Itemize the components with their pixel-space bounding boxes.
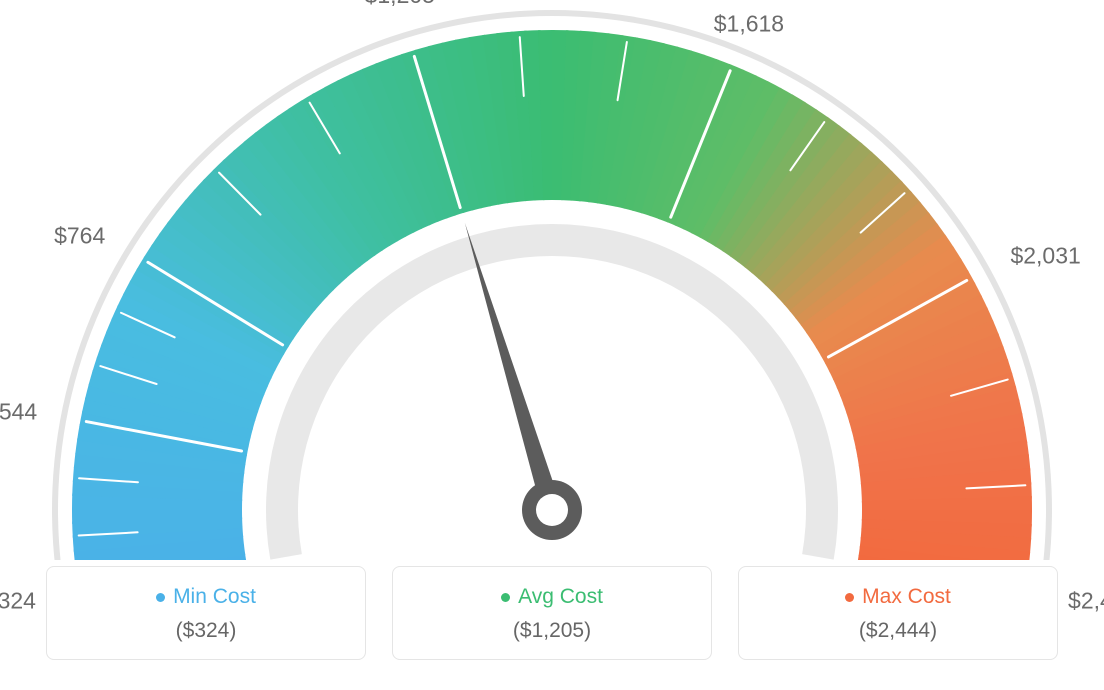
gauge-needle xyxy=(465,223,582,540)
legend-card-min: Min Cost ($324) xyxy=(46,566,366,660)
legend-card-max: Max Cost ($2,444) xyxy=(738,566,1058,660)
legend-value-min: ($324) xyxy=(57,619,355,643)
gauge-svg xyxy=(0,0,1104,560)
tick-label: $2,031 xyxy=(1010,243,1080,270)
legend-title-avg: Avg Cost xyxy=(501,585,603,609)
legend-row: Min Cost ($324) Avg Cost ($1,205) Max Cost ($… xyxy=(0,566,1104,660)
tick-label: $764 xyxy=(54,223,105,250)
legend-dot-icon xyxy=(501,593,510,602)
legend-value-avg: ($1,205) xyxy=(403,619,701,643)
legend-title-min: Min Cost xyxy=(156,585,256,609)
legend-title-text: Min Cost xyxy=(173,585,256,609)
legend-dot-icon xyxy=(156,593,165,602)
legend-title-max: Max Cost xyxy=(845,585,951,609)
legend-dot-icon xyxy=(845,593,854,602)
legend-title-text: Avg Cost xyxy=(518,585,603,609)
cost-gauge: $324$544$764$1,205$1,618$2,031$2,444 xyxy=(0,0,1104,560)
legend-value-max: ($2,444) xyxy=(749,619,1047,643)
tick-label: $544 xyxy=(0,399,37,426)
legend-card-avg: Avg Cost ($1,205) xyxy=(392,566,712,660)
legend-title-text: Max Cost xyxy=(862,585,951,609)
tick-label: $1,618 xyxy=(714,11,784,38)
tick-label: $1,205 xyxy=(365,0,435,9)
